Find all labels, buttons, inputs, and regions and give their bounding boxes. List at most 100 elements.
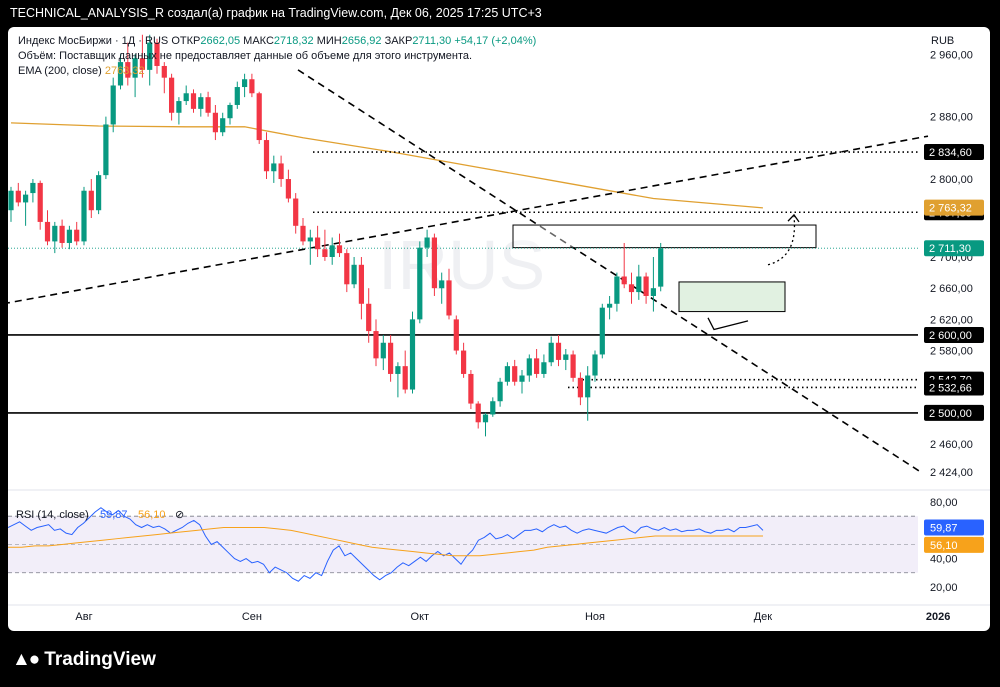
rsi-tick-label: 20,00 <box>930 582 958 594</box>
ema-label: EMA (200, close) <box>18 65 102 77</box>
candle <box>636 264 642 300</box>
candle <box>504 362 510 386</box>
candle-body <box>8 190 14 211</box>
ema-legend-row[interactable]: EMA (200, close) 2763,32 <box>18 64 536 79</box>
candle-body <box>176 101 182 113</box>
price-tick-label: 2 960,00 <box>930 49 973 61</box>
change-value: +54,17 (+2,04%) <box>454 35 537 47</box>
candle-body <box>220 118 226 133</box>
candle <box>256 91 262 144</box>
price-tick-label: 2 880,00 <box>930 112 973 124</box>
candle-body <box>315 237 321 250</box>
chart-legend: Индекс МосБиржи · 1Д · RUS ОТКР2662,05 М… <box>18 34 536 79</box>
candle <box>125 42 131 86</box>
candle-body <box>388 342 394 374</box>
time-axis-label: Ноя <box>585 611 605 623</box>
candle <box>234 81 240 109</box>
candle-body <box>650 288 656 296</box>
candle-body <box>519 375 525 382</box>
candle <box>249 73 255 98</box>
candle <box>388 334 394 382</box>
candle-body <box>44 221 51 242</box>
candle <box>563 349 569 371</box>
candle <box>358 257 364 320</box>
down-trendline <box>297 69 922 473</box>
candle <box>431 233 437 296</box>
candle <box>650 257 656 312</box>
candle-body <box>263 140 270 172</box>
currency-label[interactable]: RUB <box>931 35 955 47</box>
hide-indicator-icon: ⊘ <box>175 509 184 521</box>
candle-body <box>344 253 350 285</box>
candle <box>658 242 664 292</box>
candle <box>344 249 350 293</box>
candle <box>117 54 124 90</box>
candle-body <box>402 366 408 390</box>
candle <box>220 112 226 137</box>
candle <box>519 370 525 394</box>
candle <box>490 397 496 417</box>
candle-body <box>453 319 459 351</box>
wedge-drawing <box>707 317 749 331</box>
time-axis-label: Сен <box>242 611 262 623</box>
candle-body <box>81 190 87 242</box>
candle-body <box>424 237 430 248</box>
candle-body <box>482 414 489 423</box>
candle-body <box>227 104 233 119</box>
level-tag-label-0: 2 834,60 <box>929 147 972 159</box>
rsi-line <box>8 507 764 582</box>
rsi-tag-label-rsi: 59,87 <box>930 523 958 535</box>
candle <box>8 186 14 222</box>
candle-body <box>205 97 211 113</box>
candle-body <box>88 190 94 211</box>
rsi-tick-label: 80,00 <box>930 497 958 509</box>
symbol-title[interactable]: Индекс МосБиржи · 1Д · RUS <box>18 35 169 47</box>
rsi-tick-label: 40,00 <box>930 554 958 566</box>
candle-body <box>198 97 204 109</box>
candle-body <box>271 163 277 172</box>
candle <box>132 54 138 98</box>
candle <box>96 171 102 215</box>
candle-body <box>96 175 102 211</box>
low-value: 2656,92 <box>341 35 382 47</box>
ema-value: 2763,32 <box>104 65 145 77</box>
candle <box>628 272 635 304</box>
candle-body <box>336 245 343 254</box>
candle <box>88 179 94 219</box>
candle <box>643 272 649 304</box>
candle <box>103 116 109 180</box>
price-tick-label: 2 460,00 <box>930 439 973 451</box>
chart-panel[interactable]: IRUS 2 960,00 2 880,00 2 800,00 2 700,00 2 66… <box>8 27 990 631</box>
candle <box>198 93 204 117</box>
candle-body <box>183 93 189 102</box>
candle-body <box>417 247 423 320</box>
time-axis-label: Дек <box>754 611 773 623</box>
price-tag-label-last: 2 711,30 <box>929 243 971 255</box>
candle-body <box>614 276 620 304</box>
candle <box>336 233 343 257</box>
candle <box>395 362 401 398</box>
candle-body <box>300 225 306 242</box>
candle <box>176 97 182 125</box>
candle <box>534 349 540 378</box>
candle <box>512 359 518 386</box>
candle <box>402 350 408 394</box>
volume-note: Объём: Поставщик данных не предоставляет… <box>18 50 473 62</box>
attribution-bar: TECHNICAL_ANALYSIS_R создал(а) график на… <box>10 6 542 20</box>
candle <box>81 186 87 246</box>
candle-body <box>504 366 510 382</box>
candle-body <box>497 381 503 402</box>
candle <box>66 225 72 250</box>
rsi-tag-label-rsi-ma: 56,10 <box>930 540 958 552</box>
candle <box>497 377 503 407</box>
candle <box>380 334 386 371</box>
candle-body <box>212 112 218 133</box>
level-tag-label-5: 2 500,00 <box>929 408 972 420</box>
candle-body <box>636 276 642 293</box>
candle-body <box>446 280 452 316</box>
rsi-ma-line <box>8 527 763 557</box>
candle <box>409 311 416 394</box>
up-trendline <box>8 135 929 304</box>
candle-body <box>66 229 72 243</box>
